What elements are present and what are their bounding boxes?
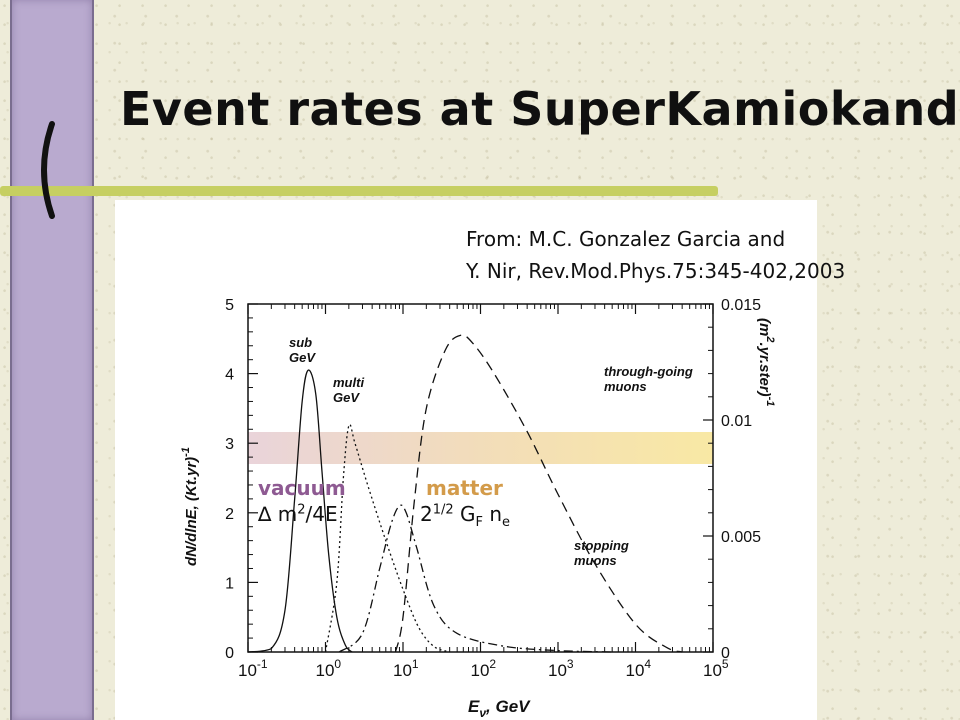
x-axis-label: Eν, GeV: [468, 697, 531, 720]
x-tick-base: 10: [393, 661, 412, 680]
annotation-3: stopping: [574, 538, 629, 553]
x-tick-exp: -1: [257, 657, 268, 671]
y-label-exp: -1: [180, 447, 192, 457]
y-tick-label: 5: [225, 297, 234, 314]
y2-tick-label: 0.015: [721, 297, 761, 314]
y2-tick-label: 0: [721, 645, 730, 662]
annotation-2: through-going: [604, 364, 693, 379]
x-tick-base: 10: [703, 661, 722, 680]
y-tick-label: 1: [225, 575, 234, 592]
x-tick-label: 102: [471, 657, 497, 680]
formula-base-exp: 1/2: [432, 502, 454, 518]
source-citation: From: M.C. Gonzalez Garcia and Y. Nir, R…: [466, 223, 845, 287]
vacuum-label: vacuum: [258, 476, 346, 500]
x-tick-base: 10: [316, 661, 335, 680]
formula-g-sub: F: [475, 515, 483, 530]
y2-tick-label: 0.005: [721, 529, 761, 546]
formula-g: G: [453, 502, 476, 526]
x-tick-label: 101: [393, 657, 419, 680]
y-tick-label: 0: [225, 645, 234, 662]
annotation-0: GeV: [289, 350, 316, 365]
y2-tick-label: 0.01: [721, 413, 752, 430]
x-label-unit: , GeV: [485, 697, 531, 716]
x-tick-base: 10: [471, 661, 490, 680]
y-label-main: dN/dlnE, (Kt.yr): [183, 457, 200, 566]
x-tick-exp: 2: [489, 657, 496, 671]
matter-formula: 21/2 GF ne: [420, 502, 510, 530]
source-line-2: Y. Nir, Rev.Mod.Phys.75:345-402,2003: [466, 259, 846, 283]
formula-m-exp: 2: [297, 502, 306, 518]
formula-n-sub: e: [502, 515, 511, 530]
y2-label-part: 2: [764, 335, 776, 342]
x-tick-exp: 4: [644, 657, 651, 671]
annotation-2: muons: [604, 379, 647, 394]
y-tick-label: 4: [225, 367, 234, 384]
series-line-through-going-muons: [394, 334, 683, 653]
formula-n: n: [483, 502, 503, 526]
x-tick-exp: 3: [567, 657, 574, 671]
x-tick-base: 10: [626, 661, 645, 680]
formula-m: m: [271, 502, 298, 526]
x-tick-exp: 1: [412, 657, 419, 671]
x-tick-label: 103: [548, 657, 574, 680]
decorative-sidebar: [10, 0, 94, 720]
x-tick-exp: 0: [334, 657, 341, 671]
x-tick-label: 10-1: [238, 657, 268, 680]
source-line-1: From: M.C. Gonzalez Garcia and: [466, 227, 786, 251]
annotation-3: muons: [574, 553, 617, 568]
x-label-sub: ν: [479, 706, 486, 720]
x-label-main: E: [468, 697, 480, 716]
x-tick-base: 10: [548, 661, 567, 680]
y2-label-part: .yr.ster): [756, 342, 773, 396]
annotation-1: multi: [333, 375, 364, 390]
delta-symbol: ∆: [258, 502, 272, 526]
y-axis-label: dN/dlnE, (Kt.yr)-1: [180, 447, 200, 566]
y-tick-label: 2: [225, 506, 234, 523]
accent-bar: [0, 186, 718, 196]
annotation-1: GeV: [333, 390, 360, 405]
series-line-sub-gev: [247, 369, 353, 653]
series-line-multi-gev: [324, 423, 450, 653]
vacuum-formula: ∆ m2/4E: [258, 502, 338, 526]
y-tick-label: 3: [225, 436, 234, 453]
slide-title: Event rates at SuperKamiokande: [120, 82, 960, 136]
annotation-0: sub: [289, 335, 312, 350]
x-tick-base: 10: [238, 661, 257, 680]
y2-axis-label: (m2.yr.ster)-1: [756, 318, 776, 406]
y2-label-part: (m: [756, 318, 773, 336]
bracket-ornament: [41, 121, 55, 219]
y2-label-part: -1: [764, 397, 776, 407]
x-tick-label: 105: [703, 657, 729, 680]
formula-base: 2: [420, 502, 433, 526]
x-tick-exp: 5: [722, 657, 729, 671]
x-tick-label: 104: [626, 657, 652, 680]
series-line-stopping-muons: [338, 504, 613, 653]
formula-rest: /4E: [305, 502, 338, 526]
highlight-band: [248, 432, 713, 464]
x-tick-label: 100: [316, 657, 342, 680]
matter-label: matter: [426, 476, 503, 500]
